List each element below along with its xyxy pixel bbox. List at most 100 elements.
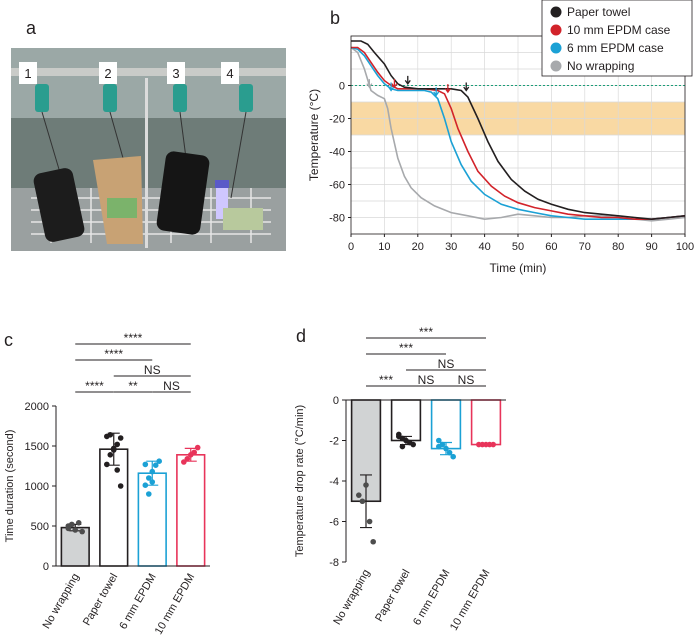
d-bar-1	[390, 399, 422, 442]
d-y-ticks: 0 -2 -4 -6 -8	[329, 395, 346, 569]
c-point-1-4	[117, 435, 124, 441]
c-point-2-2	[149, 468, 156, 475]
b-legend-item-3: No wrapping	[550, 59, 634, 73]
tube-label-1: 1	[24, 66, 31, 81]
c-point-3-4	[194, 444, 201, 451]
c-point-1-1	[107, 452, 114, 458]
b-xtick-label-3: 30	[445, 241, 457, 253]
panel-label-d: d	[296, 326, 307, 346]
d-point-0-0	[356, 492, 362, 498]
tube-label-box-1	[19, 62, 37, 84]
b-xtick-label-9: 90	[645, 241, 657, 253]
c-y-axis-label: Time duration (second)	[4, 430, 16, 543]
tube-label-2: 2	[104, 66, 111, 81]
c-sig-label-1: **	[128, 379, 138, 393]
b-arrow-marker-0	[366, 79, 373, 89]
b-legend-swatch-0	[550, 6, 562, 18]
tube-label-box-3	[167, 62, 185, 84]
c-xtick-label-1: Paper towel	[81, 572, 120, 628]
c-point-1-6	[107, 432, 114, 438]
d-point-0-1	[359, 498, 366, 505]
c-bar-3	[176, 454, 206, 567]
divider-pole	[145, 78, 148, 248]
b-legend: Paper towel 10 mm EPDM case 6 mm EPDM ca…	[541, 0, 693, 77]
b-arrow-marker-1	[388, 82, 395, 92]
d-point-3-4	[490, 441, 496, 448]
b-series-line-1	[351, 46, 686, 220]
b-xtick-label-7: 70	[579, 241, 591, 253]
d-y-axis-label: Temperature drop rate (°C/min)	[294, 405, 306, 557]
d-point-0-3	[366, 518, 373, 525]
clamps	[35, 84, 253, 112]
d-ytick-label-3: -6	[329, 517, 339, 529]
c-data-points	[65, 432, 201, 535]
b-legend-label-3: No wrapping	[567, 59, 634, 73]
b-xtick-label-0: 0	[348, 241, 354, 253]
d-point-1-4	[410, 441, 416, 448]
c-point-0-2	[72, 527, 79, 533]
temperature-line-chart: 0 -20 -40 -60 -80 0 10 20 30 40 50 60 70 80 90 100 Tim…	[307, 0, 694, 275]
tube-4-tray	[223, 208, 263, 230]
c-point-3-1	[184, 456, 191, 462]
horizontal-rod	[11, 68, 286, 76]
b-arrow-marker-2	[391, 79, 398, 89]
b-y-axis-label: Temperature (°C)	[307, 89, 321, 181]
experiment-photo: 1 2 3 4	[11, 48, 286, 251]
d-ytick-label-1: -2	[329, 436, 339, 448]
c-xtick-label-2: 6 mm EPDM	[117, 572, 159, 632]
c-bar-2	[137, 472, 167, 567]
c-point-2-5	[142, 461, 149, 468]
d-sig-label-0: ***	[379, 373, 393, 387]
c-ytick-label-4: 2000	[25, 401, 49, 413]
c-point-2-6	[145, 491, 152, 497]
d-sig-label-3: NS	[438, 357, 455, 371]
b-ytick-label-0: 0	[339, 81, 345, 93]
b-ytick-label-4: -80	[329, 213, 345, 225]
b-ytick-label-1: -20	[329, 114, 345, 126]
c-bars	[60, 448, 206, 567]
c-point-1-0	[104, 461, 110, 468]
b-arrow-marker-6	[463, 82, 470, 92]
d-xtick-label-3: 10 mm EPDM	[448, 568, 493, 633]
b-x-axis-label: Time (min)	[490, 261, 547, 275]
c-point-0-4	[79, 528, 85, 535]
c-sig-label-2: NS	[163, 379, 180, 393]
tube-1-no-wrap-black	[33, 168, 85, 242]
d-point-0-4	[370, 538, 376, 545]
tube-2-tape	[107, 198, 137, 218]
b-series-line-2	[350, 46, 686, 220]
b-legend-item-2: 6 mm EPDM case	[550, 41, 664, 55]
c-point-2-0	[142, 482, 149, 488]
c-ytick-label-2: 1000	[25, 481, 49, 493]
b-ytick-label-3: -60	[329, 180, 345, 192]
c-point-2-1	[145, 475, 152, 481]
d-point-2-3	[446, 449, 453, 456]
c-sig-label-4: ****	[104, 347, 123, 361]
b-legend-swatch-1	[550, 24, 562, 36]
d-point-1-5	[396, 433, 402, 440]
tube-label-box-4	[221, 62, 239, 84]
c-sig-label-3: NS	[144, 363, 161, 377]
c-sig-label-5: ****	[124, 331, 143, 345]
c-ytick-label-3: 1500	[25, 441, 49, 453]
b-ytick-label-2: -40	[329, 147, 345, 159]
d-bar-3	[470, 399, 502, 446]
c-sig-label-0: ****	[85, 379, 104, 393]
b-series-line-3	[350, 46, 686, 222]
c-point-3-3	[191, 449, 198, 456]
thermocouple-wires	[41, 111, 247, 199]
b-xtick-label-6: 60	[545, 241, 557, 253]
b-arrow-marker-5	[444, 84, 451, 94]
d-point-2-0	[436, 437, 442, 444]
panel-label-a: a	[26, 18, 37, 38]
b-series-lines	[350, 40, 686, 222]
d-xtick-label-2: 6 mm EPDM	[411, 568, 453, 628]
d-bars	[350, 399, 502, 503]
d-sig-label-2: NS	[458, 373, 475, 387]
b-xtick-label-2: 20	[412, 241, 424, 253]
b-xtick-label-4: 40	[478, 241, 490, 253]
tube-label-3: 3	[172, 66, 179, 81]
b-series-line-0	[351, 40, 686, 221]
